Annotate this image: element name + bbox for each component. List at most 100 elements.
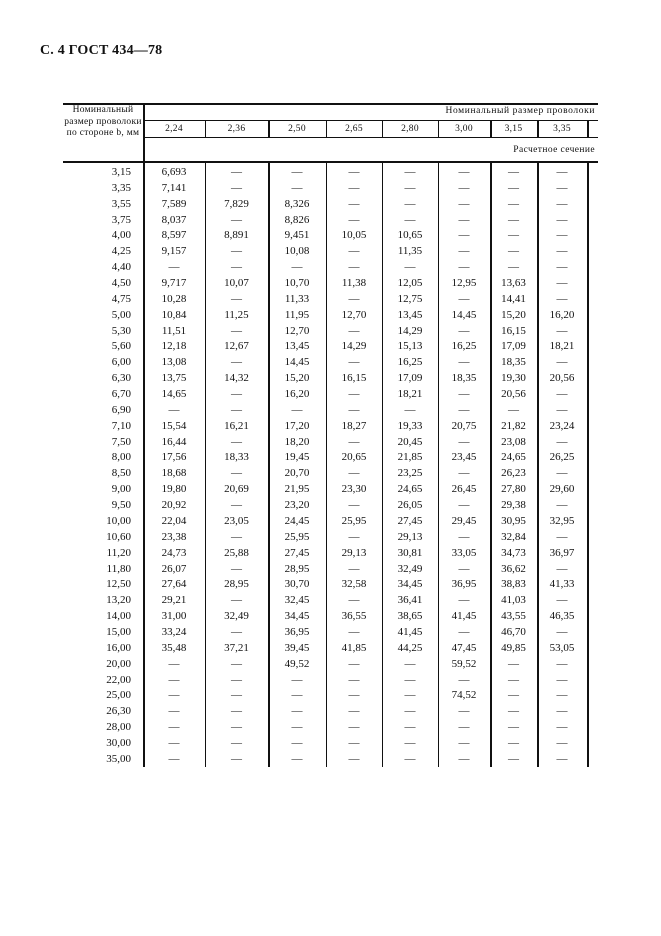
table-cell: 11,95	[284, 308, 310, 321]
table-cell: —	[556, 530, 568, 543]
table-cell: —	[404, 657, 416, 670]
row-size-b: 4,75	[111, 292, 131, 305]
table-cell: —	[348, 657, 360, 670]
table-cell: 36,62	[501, 562, 526, 575]
table-cell: 20,56	[501, 388, 526, 401]
table-cell: —	[231, 625, 242, 638]
table-cell: 27,45	[397, 514, 423, 527]
table-cell: —	[556, 435, 568, 448]
table-cell: 16,20	[549, 308, 575, 321]
table-cell: —	[348, 752, 360, 765]
table-cell: —	[556, 181, 568, 194]
table-cell: —	[348, 245, 360, 258]
table-cell: —	[404, 213, 416, 226]
table-cell: —	[348, 562, 360, 575]
table-cell: 8,326	[284, 197, 310, 210]
table-cell: 24,73	[161, 546, 187, 559]
table-top-rule	[63, 103, 598, 105]
header-rule-1	[143, 120, 598, 121]
table-cell: 27,45	[284, 546, 310, 559]
table-cell: —	[231, 292, 242, 305]
table-cell: —	[348, 324, 360, 337]
row-size-b: 10,60	[106, 530, 131, 543]
table-cell: —	[348, 530, 360, 543]
table-cell: —	[231, 530, 242, 543]
table-cell: —	[458, 705, 470, 718]
column-header: 3,15	[504, 124, 523, 134]
row-size-b: 4,50	[111, 277, 131, 290]
header-bottom-rule	[63, 161, 598, 163]
table-cell: 18,20	[284, 435, 310, 448]
table-cell: —	[348, 197, 360, 210]
row-size-b: 11,20	[106, 546, 131, 559]
table-cell: 20,75	[451, 419, 477, 432]
table-cell: 8,597	[161, 229, 187, 242]
table-cell: 25,95	[341, 514, 367, 527]
table-cell: —	[508, 736, 519, 749]
table-cell: —	[508, 673, 519, 686]
table-cell: —	[404, 721, 416, 734]
table-cell: —	[458, 261, 470, 274]
table-cell: 15,20	[501, 308, 526, 321]
row-size-b: 5,30	[111, 324, 131, 337]
table-cell: —	[231, 388, 242, 401]
table-cell: —	[291, 673, 303, 686]
table-cell: —	[556, 562, 568, 575]
table-cell: —	[556, 277, 568, 290]
table-cell: —	[348, 689, 360, 702]
table-cell: 14,41	[501, 292, 526, 305]
table-cell: —	[404, 673, 416, 686]
table-cell: 12,75	[397, 292, 423, 305]
table-cell: 11,33	[284, 292, 310, 305]
table-cell: —	[348, 213, 360, 226]
table-cell: —	[556, 292, 568, 305]
table-cell: 9,717	[161, 277, 187, 290]
table-cell: —	[231, 673, 242, 686]
table-cell: 30,81	[397, 546, 423, 559]
table-cell: 59,52	[451, 657, 477, 670]
row-size-b: 4,40	[111, 261, 131, 274]
table-cell: —	[404, 689, 416, 702]
column-divider	[382, 121, 383, 138]
table-cell: 7,829	[224, 197, 249, 210]
column-divider	[537, 121, 539, 138]
table-cell: 10,08	[284, 245, 310, 258]
table-cell: —	[458, 562, 470, 575]
table-cell: 39,45	[284, 641, 310, 654]
table-cell: —	[231, 721, 242, 734]
table-cell: 10,05	[341, 229, 367, 242]
table-cell: —	[231, 594, 242, 607]
column-header: 2,36	[227, 124, 246, 134]
table-cell: —	[231, 181, 242, 194]
table-cell: —	[508, 721, 519, 734]
table-cell: —	[458, 736, 470, 749]
table-cell: 32,95	[549, 514, 575, 527]
table-cell: 36,95	[284, 625, 310, 638]
table-cell: 36,55	[341, 610, 367, 623]
row-size-b: 7,50	[111, 435, 131, 448]
table-cell: —	[291, 166, 303, 178]
table-cell: —	[168, 673, 180, 686]
table-cell: —	[231, 736, 242, 749]
table-cell: —	[458, 467, 470, 480]
table-cell: —	[458, 388, 470, 401]
table-cell: 27,80	[501, 483, 526, 496]
table-cell: —	[404, 197, 416, 210]
row-size-b: 26,30	[106, 705, 131, 718]
table-cell: —	[458, 324, 470, 337]
table-cell: —	[168, 689, 180, 702]
table-cell: —	[556, 625, 568, 638]
table-cell: 20,65	[341, 451, 367, 464]
table-cell: —	[348, 467, 360, 480]
table-cell: 28,95	[284, 562, 310, 575]
row-header-label: Номинальный размер проволоки по стороне …	[64, 105, 142, 138]
table-cell: 41,45	[451, 610, 477, 623]
row-size-b: 14,00	[106, 610, 131, 623]
table-cell: 10,65	[397, 229, 423, 242]
table-cell: —	[556, 467, 568, 480]
header-rule-2	[143, 137, 598, 138]
table-cell: —	[231, 752, 242, 765]
table-cell: —	[348, 181, 360, 194]
table-cell: 46,70	[501, 625, 526, 638]
row-size-b: 4,25	[111, 245, 131, 258]
